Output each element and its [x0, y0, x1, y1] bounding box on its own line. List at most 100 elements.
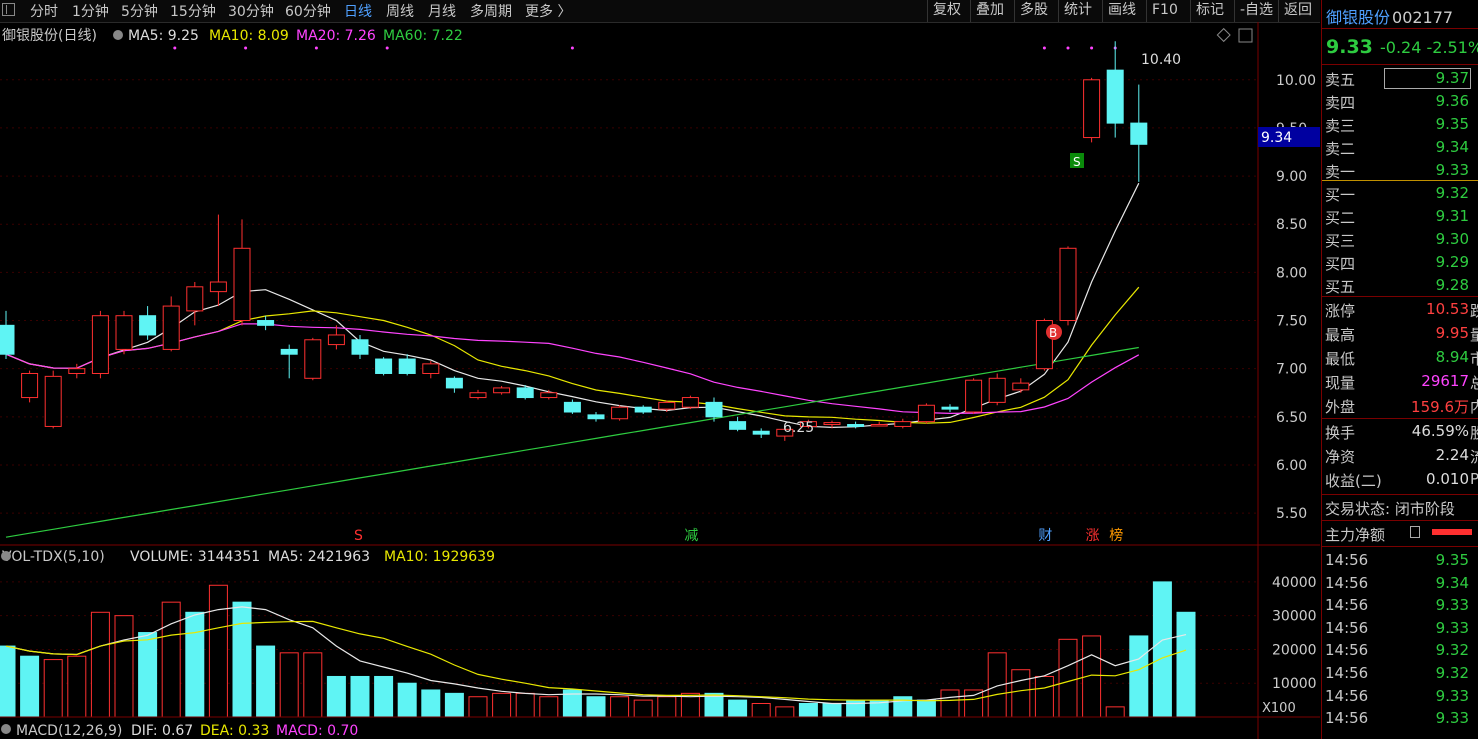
stat2-row[interactable]: 收益(二) 0.010P: [1322, 468, 1478, 490]
ask-row[interactable]: 卖四 9.36: [1322, 90, 1478, 112]
document-icon[interactable]: [1410, 526, 1420, 538]
tick-row[interactable]: 14:56 9.33: [1322, 617, 1478, 639]
period-weekly[interactable]: 周线: [386, 4, 414, 20]
bid-row[interactable]: 买三 9.30: [1322, 228, 1478, 250]
volume-bar[interactable]: [775, 706, 795, 718]
ask-row[interactable]: 卖五 9.37: [1322, 67, 1478, 89]
volume-bar[interactable]: [633, 699, 653, 718]
candle[interactable]: [186, 282, 204, 326]
volume-bar[interactable]: [728, 699, 748, 718]
candle[interactable]: [516, 385, 534, 400]
candle[interactable]: [965, 378, 983, 414]
candle[interactable]: [139, 306, 157, 340]
volume-bar[interactable]: [468, 696, 488, 718]
tick-row[interactable]: 14:56 9.32: [1322, 639, 1478, 661]
volume-bar[interactable]: [704, 692, 724, 718]
candle[interactable]: [375, 357, 393, 376]
stat-row[interactable]: 涨停 10.53跌: [1322, 298, 1478, 320]
candle[interactable]: [1106, 41, 1124, 138]
volume-bar[interactable]: [492, 692, 512, 718]
settings-circle-icon[interactable]: [113, 30, 123, 40]
stat-row[interactable]: 最低 8.94市: [1322, 346, 1478, 368]
candle[interactable]: [847, 421, 865, 429]
event-marker[interactable]: 财: [1038, 528, 1052, 544]
volume-bar[interactable]: [1176, 611, 1196, 718]
tool-stats[interactable]: 统计: [1058, 0, 1092, 22]
candle[interactable]: [540, 389, 558, 400]
tick-row[interactable]: 14:56 9.33: [1322, 685, 1478, 707]
candle[interactable]: [917, 403, 935, 424]
volume-bar[interactable]: [610, 696, 630, 718]
candle[interactable]: [327, 325, 345, 350]
volume-bar[interactable]: [964, 689, 984, 718]
tool-back[interactable]: 返回: [1278, 0, 1312, 22]
candle[interactable]: [894, 418, 912, 429]
stat2-row[interactable]: 净资 2.24流: [1322, 444, 1478, 466]
ask-row[interactable]: 卖一 9.33: [1322, 159, 1478, 181]
volume-bar[interactable]: [586, 696, 606, 718]
period-daily[interactable]: 日线: [344, 4, 372, 20]
candle[interactable]: [752, 428, 770, 438]
candle[interactable]: [68, 363, 86, 379]
volume-bar[interactable]: [1152, 581, 1172, 718]
volume-bar[interactable]: [232, 601, 252, 718]
tick-row[interactable]: 14:56 9.35: [1322, 549, 1478, 571]
candle[interactable]: [0, 310, 15, 360]
candle[interactable]: [91, 310, 109, 379]
volume-bar[interactable]: [751, 702, 771, 718]
stat-row[interactable]: 最高 9.95量: [1322, 322, 1478, 344]
tool-f10[interactable]: F10: [1146, 0, 1178, 22]
volume-bar[interactable]: [515, 692, 535, 718]
volume-bar[interactable]: [20, 655, 40, 718]
candle[interactable]: [823, 420, 841, 429]
volume-bar[interactable]: [0, 645, 16, 718]
candle[interactable]: [304, 337, 322, 381]
candle[interactable]: [422, 360, 440, 379]
volume-bar[interactable]: [421, 689, 441, 718]
tool-multi-stock[interactable]: 多股: [1014, 0, 1048, 22]
candle[interactable]: [115, 310, 133, 355]
kline-chart[interactable]: 御银股份(日线) MA5: 9.25 MA10: 8.09 MA20: 7.26…: [0, 0, 1320, 739]
volume-bar[interactable]: [326, 675, 346, 718]
volume-bar[interactable]: [350, 675, 370, 718]
volume-bar[interactable]: [90, 611, 110, 718]
stat2-row[interactable]: 换手 46.59%股: [1322, 420, 1478, 442]
sell-signal-marker[interactable]: [1070, 153, 1084, 168]
period-multi[interactable]: 多周期: [470, 4, 512, 20]
event-marker[interactable]: S: [354, 528, 363, 544]
panel-toggle-icon[interactable]: [2, 3, 15, 16]
candle[interactable]: [1012, 378, 1030, 393]
candle[interactable]: [776, 426, 794, 441]
candle[interactable]: [209, 214, 227, 307]
buy-signal-marker[interactable]: [1046, 324, 1062, 340]
tick-row[interactable]: 14:56 9.34: [1322, 572, 1478, 594]
tool-mark[interactable]: 标记: [1190, 0, 1224, 22]
candle[interactable]: [257, 315, 275, 331]
tool-restore-rights[interactable]: 复权: [927, 0, 961, 22]
volume-bar[interactable]: [798, 702, 818, 718]
tick-row[interactable]: 14:56 9.32: [1322, 662, 1478, 684]
volume-bar[interactable]: [279, 652, 299, 718]
period-5min[interactable]: 5分钟: [121, 4, 158, 20]
volume-bar[interactable]: [114, 615, 134, 718]
bid-row[interactable]: 买五 9.28: [1322, 274, 1478, 296]
candle[interactable]: [941, 404, 959, 412]
candle[interactable]: [280, 344, 298, 379]
candle[interactable]: [988, 373, 1006, 406]
candle[interactable]: [445, 376, 463, 393]
candle[interactable]: [563, 399, 581, 414]
candle[interactable]: [398, 354, 416, 376]
ask-row[interactable]: 卖三 9.35: [1322, 113, 1478, 135]
bid-row[interactable]: 买四 9.29: [1322, 251, 1478, 273]
volume-bar[interactable]: [1058, 638, 1078, 718]
window-icon[interactable]: [1238, 28, 1253, 43]
candle[interactable]: [493, 386, 511, 395]
volume-bar[interactable]: [138, 632, 158, 718]
tool-draw-line[interactable]: 画线: [1102, 0, 1136, 22]
event-marker[interactable]: 涨: [1086, 528, 1100, 544]
candle[interactable]: [611, 405, 629, 421]
candle[interactable]: [658, 400, 676, 412]
period-monthly[interactable]: 月线: [428, 4, 456, 20]
candle[interactable]: [162, 296, 180, 352]
candle[interactable]: [587, 412, 605, 422]
